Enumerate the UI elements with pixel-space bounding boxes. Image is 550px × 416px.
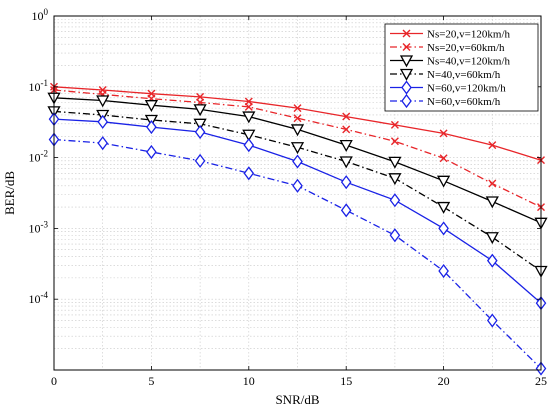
legend-entry: Ns=40,v=120km/h	[390, 55, 510, 68]
triangle-marker	[193, 104, 207, 117]
x-marker	[293, 114, 302, 123]
grid	[54, 16, 541, 370]
x-marker	[488, 141, 497, 150]
triangle-marker	[290, 142, 305, 155]
x-marker	[293, 104, 302, 113]
diamond-marker	[194, 124, 206, 140]
x-tick-label: 10	[243, 374, 255, 388]
diamond-marker	[401, 80, 412, 95]
diamond-marker	[194, 153, 206, 168]
x-axis-label: SNR/dB	[275, 392, 319, 407]
x-tick-label: 25	[535, 374, 547, 388]
diamond-marker	[97, 136, 109, 151]
legend-box	[384, 23, 539, 112]
x-marker	[342, 112, 351, 121]
x-tick-label: 15	[340, 374, 352, 388]
x-marker	[439, 129, 448, 138]
triangle-marker	[242, 129, 256, 142]
legend-label: N=40,v=60km/h	[427, 69, 501, 81]
x-marker	[488, 179, 497, 188]
diamond-marker	[146, 144, 157, 160]
legend-entry: N=40,v=60km/h	[390, 68, 501, 81]
triangle-marker	[339, 156, 353, 169]
triangle-marker	[485, 196, 499, 209]
triangle-marker	[437, 201, 451, 214]
triangle-marker	[96, 95, 110, 108]
triangle-marker	[144, 100, 158, 113]
diamond-marker	[389, 193, 401, 208]
triangle-marker	[399, 55, 414, 68]
diamond-marker	[401, 93, 412, 109]
y-tick-label: 100	[32, 7, 49, 23]
x-tick-label: 20	[438, 374, 450, 388]
x-marker	[402, 29, 411, 38]
legend-entry: Ns=20,v=60km/h	[390, 42, 505, 54]
y-tick-label: 10-1	[29, 78, 49, 94]
legend-label: Ns=20,v=60km/h	[427, 42, 505, 54]
x-marker	[439, 154, 448, 163]
triangle-marker	[399, 68, 414, 81]
triangle-marker	[290, 124, 305, 137]
diamond-marker	[146, 119, 157, 135]
triangle-marker	[388, 173, 402, 186]
legend-label: N=60,v=60km/h	[427, 96, 501, 108]
diamond-marker	[243, 166, 255, 181]
triangle-marker	[437, 175, 451, 188]
triangle-marker	[388, 156, 402, 169]
series-N=60,v=120km/h	[48, 111, 547, 311]
diamond-marker	[292, 178, 303, 193]
legend-label: N=60,v=120km/h	[427, 83, 506, 95]
triangle-marker	[242, 111, 256, 124]
y-tick-label: 10-4	[29, 290, 49, 306]
y-tick-label: 10-2	[29, 149, 49, 165]
x-marker	[342, 125, 351, 134]
legend-label: Ns=20,v=120km/h	[427, 29, 510, 41]
legend-entry: N=60,v=120km/h	[390, 80, 506, 95]
x-tick-label: 5	[148, 374, 154, 388]
x-marker	[390, 120, 399, 129]
plot-frame	[53, 15, 542, 371]
diamond-marker	[340, 175, 352, 190]
diamond-marker	[438, 221, 449, 236]
diamond-marker	[438, 263, 449, 279]
diamond-marker	[97, 114, 109, 129]
legend: Ns=20,v=120km/hNs=20,v=60km/h Ns=40,v=120…	[384, 23, 539, 112]
triangle-marker	[485, 232, 499, 245]
series-group	[47, 82, 548, 376]
diamond-marker	[292, 154, 303, 169]
diamond-marker	[243, 138, 255, 153]
x-marker	[402, 43, 411, 51]
x-marker	[390, 137, 399, 146]
y-tick-label: 10-3	[29, 219, 49, 235]
diamond-marker	[389, 228, 401, 243]
legend-entry: N=60,v=60km/h	[390, 93, 501, 109]
triangle-marker	[193, 118, 207, 131]
diamond-marker	[340, 203, 352, 218]
axis-ticks: 0 5 10 15 20 25 100 10-1 10-2 10-3 10-4	[29, 7, 548, 388]
triangle-marker	[339, 139, 353, 152]
diamond-marker	[486, 253, 498, 268]
diamond-marker	[486, 313, 498, 328]
series-Ns=40,v=120km/h	[47, 92, 548, 230]
legend-entry: Ns=20,v=120km/h	[390, 29, 510, 41]
y-axis-label: BER/dB	[2, 171, 17, 215]
x-marker	[244, 102, 253, 111]
x-tick-label: 0	[51, 374, 57, 388]
legend-label: Ns=40,v=120km/h	[427, 56, 510, 68]
